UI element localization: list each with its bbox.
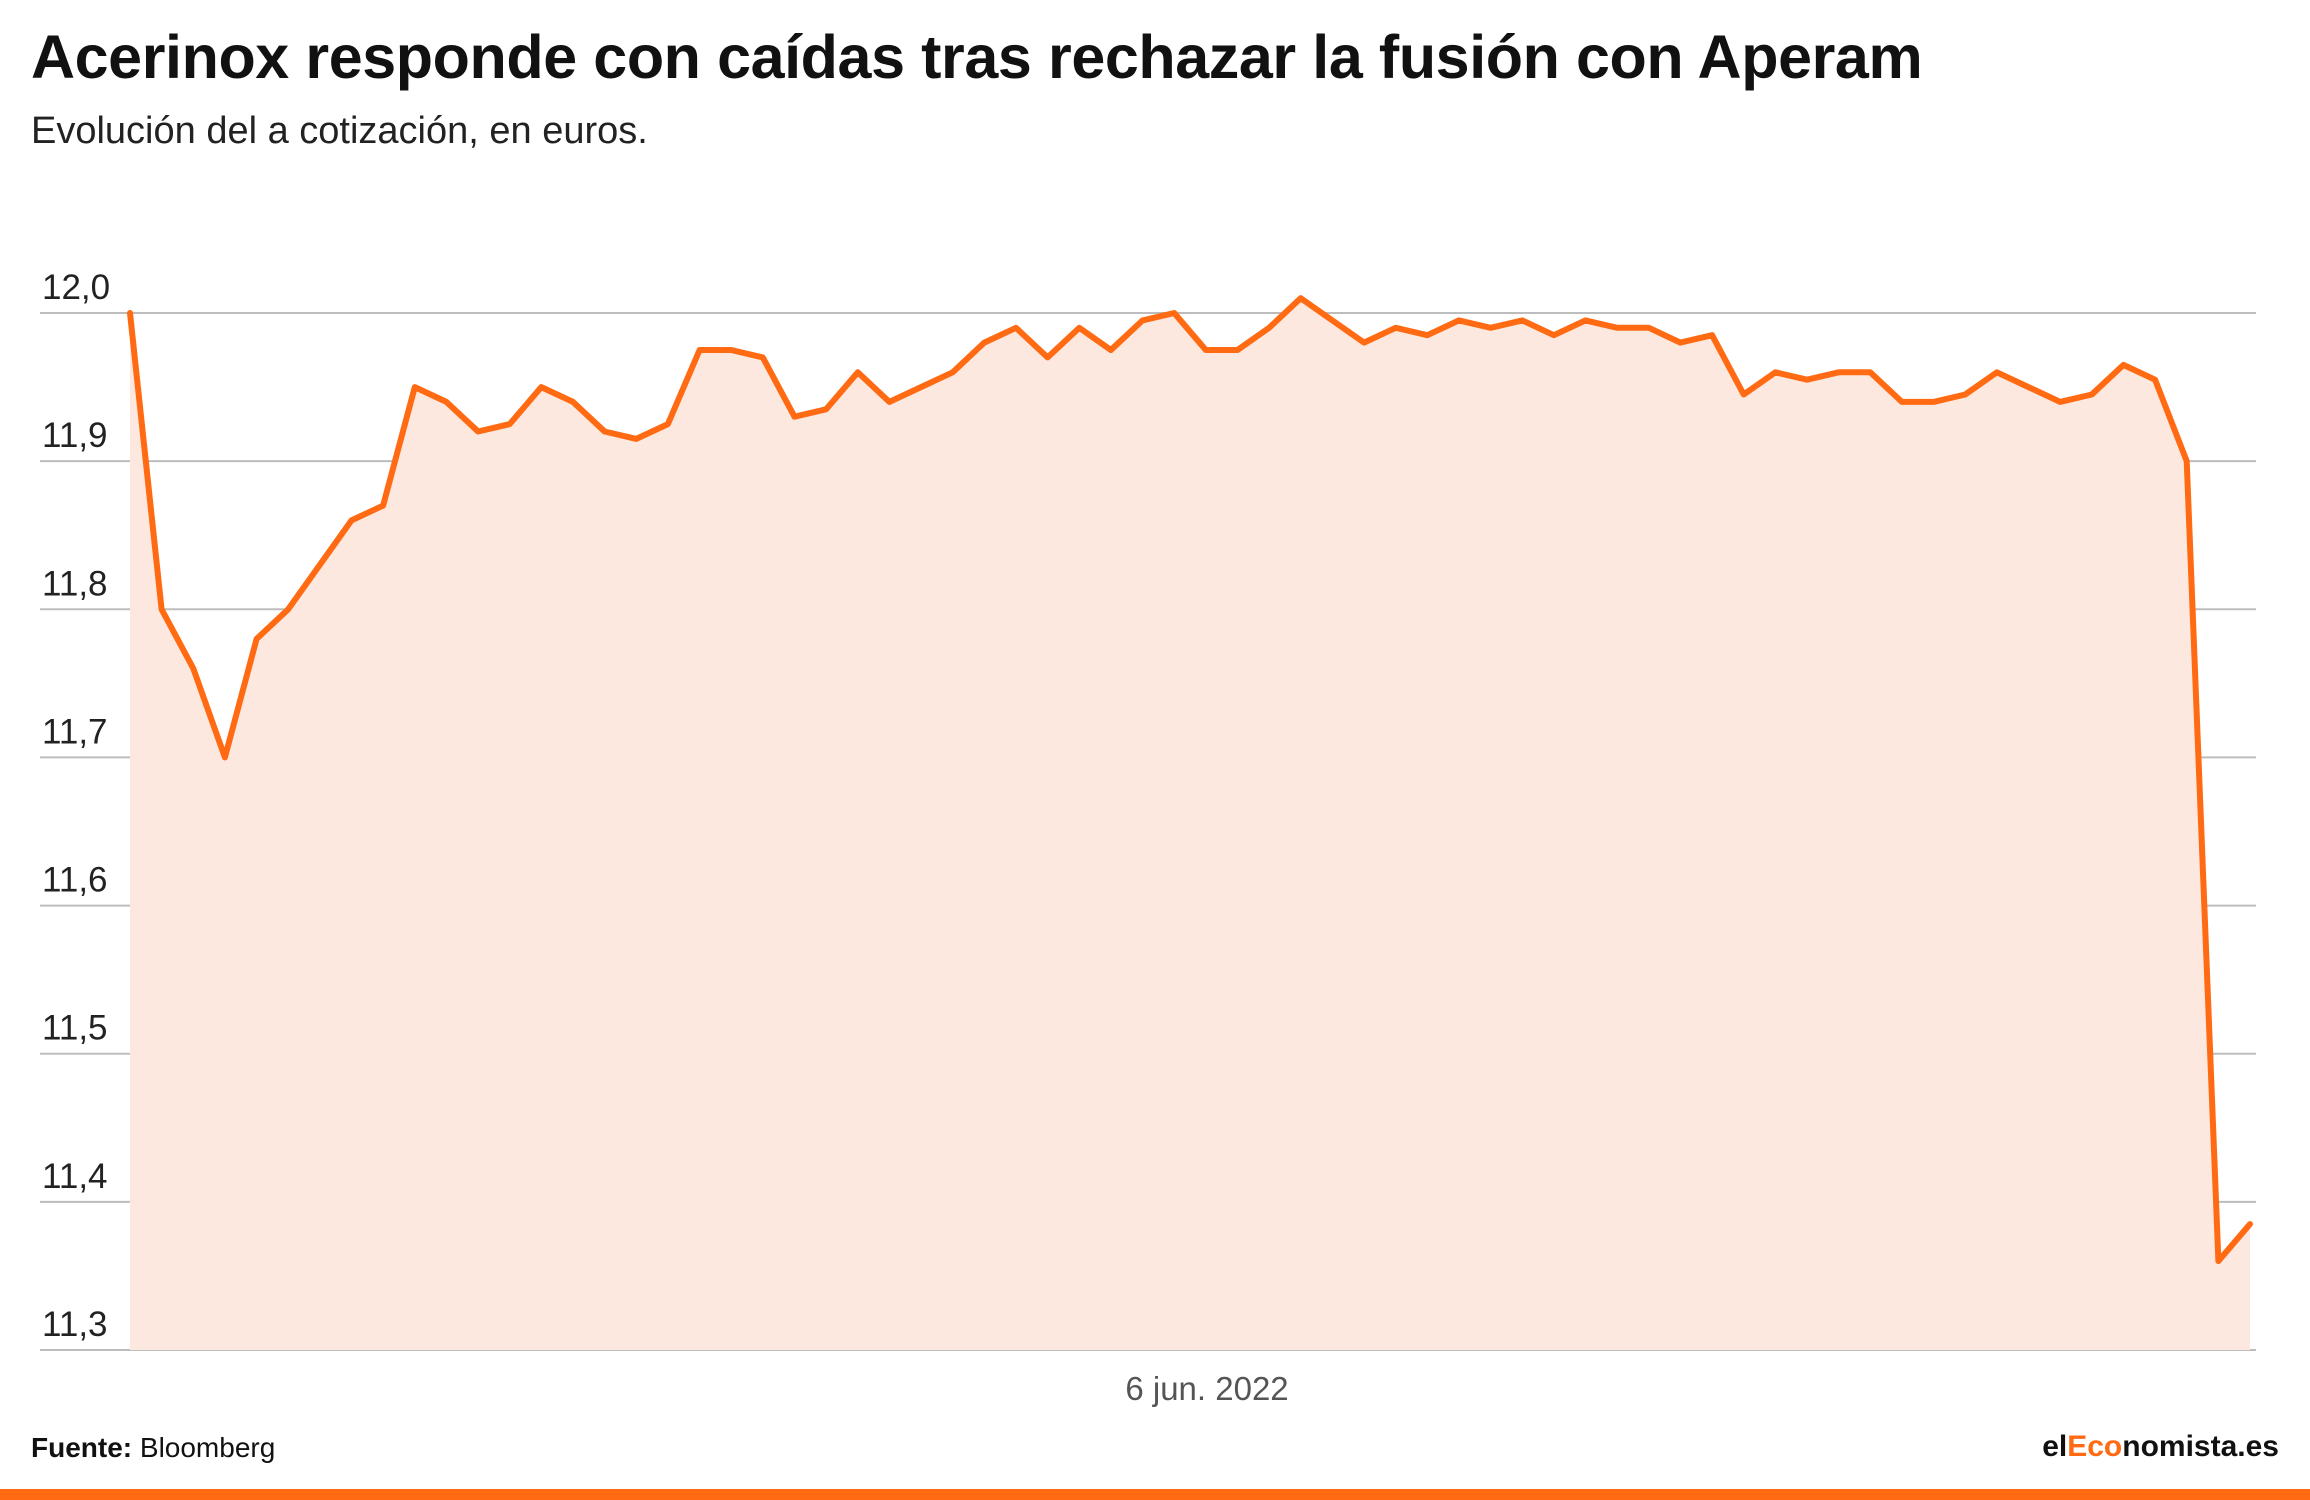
source-note: Fuente: Bloomberg xyxy=(31,1432,275,1464)
y-tick-label: 11,6 xyxy=(42,861,108,900)
logo-prefix: el xyxy=(2042,1430,2068,1463)
brand-bottom-bar xyxy=(0,1489,2310,1500)
chart-subtitle: Evolución del a cotización, en euros. xyxy=(31,110,648,152)
y-tick-label: 12,0 xyxy=(42,268,110,307)
y-tick-label: 11,7 xyxy=(42,712,108,751)
logo-suffix: nomista.es xyxy=(2122,1430,2279,1463)
y-tick-label: 11,5 xyxy=(42,1009,108,1048)
source-value: Bloomberg xyxy=(139,1432,276,1463)
chart-title: Acerinox responde con caídas tras rechaz… xyxy=(31,23,1923,91)
y-tick-label: 11,8 xyxy=(42,564,108,603)
x-tick-label: 6 jun. 2022 xyxy=(1125,1370,1288,1407)
y-tick-label: 11,3 xyxy=(42,1305,108,1344)
source-label: Fuente: xyxy=(31,1432,133,1463)
y-tick-label: 11,4 xyxy=(42,1157,108,1196)
price-line xyxy=(127,295,2253,1265)
y-tick-label: 11,9 xyxy=(42,416,108,455)
publisher-logo[interactable]: elEconomista.es xyxy=(2042,1430,2279,1464)
price-area-fill xyxy=(130,298,2250,1351)
logo-accent: Eco xyxy=(2067,1430,2123,1463)
x-axis-tick-labels: 6 jun. 2022 xyxy=(1125,1370,1288,1407)
y-axis-tick-labels: 12,0 11,9 11,8 11,7 11,6 11,5 11,4 11,3 xyxy=(42,268,110,1344)
